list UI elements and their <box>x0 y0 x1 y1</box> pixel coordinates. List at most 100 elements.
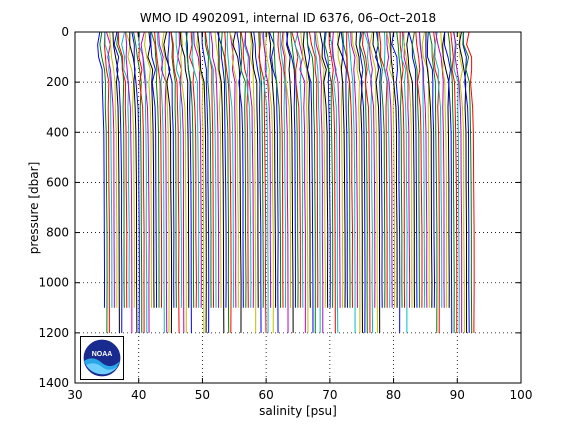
salinity-profile-line <box>201 31 210 333</box>
chart-title: WMO ID 4902091, internal ID 6376, 06–Oct… <box>139 11 437 25</box>
salinity-profile-line <box>138 31 148 333</box>
salinity-profile-line <box>411 31 420 308</box>
salinity-profile-line <box>112 31 120 333</box>
salinity-profile-line <box>458 31 468 333</box>
x-axis-label: salinity [psu] <box>259 404 337 418</box>
salinity-profile-line <box>453 31 463 333</box>
salinity-profile-line <box>216 31 227 308</box>
salinity-profile-line <box>193 31 202 308</box>
ticks: 30 40 50 60 70 80 90 10002004006008001000120014… <box>38 25 532 402</box>
salinity-profile-line <box>433 31 440 333</box>
salinity-profile-line <box>328 31 336 333</box>
salinity-profile-line <box>109 31 118 308</box>
salinity-profile-line <box>351 31 361 333</box>
salinity-profile-line <box>313 31 321 333</box>
salinity-profile-line <box>400 31 408 333</box>
salinity-profile-line <box>337 31 344 308</box>
salinity-profile-line <box>442 31 450 308</box>
salinity-profile-line <box>350 31 358 308</box>
salinity-profile-line <box>425 31 433 308</box>
salinity-profile-line <box>113 31 123 333</box>
x-tick-label: 40 <box>131 388 146 402</box>
y-axis-label: pressure [dbar] <box>27 161 41 255</box>
salinity-profile-line <box>389 31 398 308</box>
salinity-profile-line <box>453 31 460 333</box>
salinity-profile-line <box>291 31 301 308</box>
salinity-profile-line <box>418 31 428 308</box>
y-tick-label: 600 <box>46 175 69 189</box>
salinity-profile-line <box>306 31 316 333</box>
salinity-profile-line <box>185 31 195 308</box>
salinity-profile-line <box>204 31 215 308</box>
y-tick-label: 400 <box>46 125 69 139</box>
salinity-profile-line <box>466 31 475 333</box>
salinity-profile-line <box>226 31 234 308</box>
salinity-profile-line <box>323 31 331 308</box>
salinity-profile-line <box>355 31 363 333</box>
x-tick-label: 50 <box>195 388 210 402</box>
salinity-profile-line <box>220 31 230 333</box>
salinity-profile-line <box>402 31 411 308</box>
salinity-profile-line <box>434 31 443 308</box>
salinity-profile-line <box>167 31 175 308</box>
salinity-profile-line <box>156 31 165 333</box>
salinity-profile-line <box>121 31 130 308</box>
salinity-profile-line <box>458 31 465 333</box>
salinity-profile-line <box>281 31 289 333</box>
y-tick-label: 1200 <box>38 326 69 340</box>
salinity-profile-line <box>337 31 346 308</box>
salinity-profile-line <box>372 31 381 333</box>
salinity-profile-line <box>443 31 453 333</box>
svg-text:NOAA: NOAA <box>92 351 113 358</box>
salinity-profile-line <box>117 31 128 308</box>
salinity-profile-line <box>340 31 348 308</box>
salinity-profile-line <box>374 31 383 308</box>
y-tick-label: 200 <box>46 75 69 89</box>
salinity-profile-line <box>263 31 272 308</box>
salinity-profile-line <box>324 31 334 308</box>
salinity-profile-line <box>308 31 319 308</box>
salinity-profile-line <box>208 31 217 308</box>
salinity-profile-line <box>272 31 282 308</box>
salinity-profile-line <box>196 31 205 333</box>
salinity-profile-line <box>347 31 356 333</box>
salinity-profile-line <box>177 31 185 333</box>
salinity-profile-line <box>428 31 438 333</box>
salinity-profile-line <box>286 31 294 333</box>
salinity-profile-line <box>282 31 292 308</box>
salinity-profile-line <box>268 31 279 333</box>
salinity-profile-line <box>426 31 436 308</box>
salinity-profile-line <box>116 31 125 308</box>
salinity-profile-line <box>290 31 299 308</box>
x-tick-label: 100 <box>510 388 533 402</box>
salinity-profile-line <box>106 31 115 308</box>
salinity-profile-line <box>97 31 106 308</box>
salinity-profile-line <box>462 31 473 333</box>
salinity-profile-line <box>210 31 220 308</box>
salinity-profile-line <box>104 31 113 308</box>
y-tick-label: 1400 <box>38 376 69 390</box>
salinity-profile-line <box>462 31 470 333</box>
salinity-profile-line <box>179 31 190 308</box>
salinity-profile-line <box>240 31 247 308</box>
salinity-profile-line <box>294 31 304 308</box>
salinity-profile-line <box>158 31 168 333</box>
y-tick-label: 800 <box>46 226 69 240</box>
salinity-profile-line <box>435 31 445 308</box>
salinity-profile-line <box>197 31 207 333</box>
salinity-profile-line <box>163 31 173 333</box>
salinity-profile-line <box>189 31 197 308</box>
salinity-profile-line <box>150 31 160 308</box>
salinity-profile-line <box>386 31 393 308</box>
y-tick-label: 1000 <box>38 276 69 290</box>
x-tick-label: 30 <box>67 388 82 402</box>
salinity-profile-line <box>377 31 386 308</box>
salinity-profile-line <box>406 31 415 308</box>
salinity-profile-line <box>140 31 150 333</box>
salinity-profile-line <box>396 31 403 308</box>
salinity-profile-line <box>359 31 368 333</box>
salinity-profile-line <box>224 31 232 333</box>
salinity-profile-line <box>103 31 110 333</box>
salinity-profile-line <box>361 31 371 333</box>
salinity-profile-line <box>137 31 145 333</box>
